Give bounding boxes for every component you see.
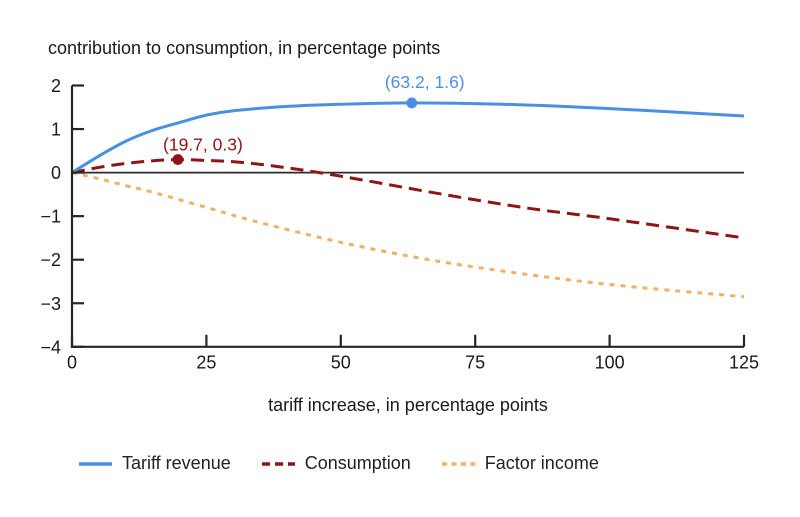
y-tick-label: 1 [51, 120, 61, 140]
tick-labels: 0 25 50 75 100 125 2 1 0 −1 −2 −3 −4 [40, 76, 759, 372]
legend-line-sample [261, 461, 295, 466]
x-tick-label: 50 [331, 352, 351, 372]
x-tick-label: 100 [595, 352, 625, 372]
x-tick-label: 75 [465, 352, 485, 372]
series-line-tariff-revenue [71, 101, 745, 174]
y-tick-label: −4 [40, 337, 61, 357]
y-tick-label: 2 [51, 76, 61, 96]
y-tick-label: −2 [40, 250, 61, 270]
y-tick-label: −1 [40, 207, 61, 227]
legend-item-consumption: Consumption [261, 453, 411, 474]
legend-line-sample [441, 461, 475, 466]
point-markers [172, 97, 418, 165]
legend-line-sample [79, 461, 112, 466]
annotation-marker-consumption [172, 154, 184, 165]
y-tick-label: −3 [40, 294, 61, 314]
legend-label: Tariff revenue [122, 453, 231, 473]
annotation-label-consumption: (19.7, 0.3) [163, 135, 243, 155]
axes [70, 84, 746, 348]
x-tick-label: 0 [67, 352, 77, 372]
x-tick-label: 25 [196, 352, 216, 372]
series-lines [71, 101, 745, 299]
legend-item-tariff-revenue: Tariff revenue [78, 453, 231, 474]
annotation-marker-tariff-revenue [406, 97, 418, 109]
x-axis-label: tariff increase, in percentage points [268, 395, 548, 415]
annotation-label-tariff-revenue: (63.2, 1.6) [385, 72, 465, 92]
legend-item-factor-income: Factor income [441, 453, 599, 474]
annotations: (63.2, 1.6) (19.7, 0.3) [163, 72, 465, 155]
series-line-consumption [71, 158, 745, 240]
legend-label: Factor income [484, 453, 599, 473]
y-tick-label: 0 [51, 163, 61, 183]
legend: Tariff revenue Consumption Factor income [78, 453, 599, 474]
x-tick-label: 125 [729, 352, 759, 372]
legend-label: Consumption [304, 453, 411, 473]
chart-title: contribution to consumption, in percenta… [48, 38, 441, 58]
series-line-factor-income [71, 171, 745, 299]
